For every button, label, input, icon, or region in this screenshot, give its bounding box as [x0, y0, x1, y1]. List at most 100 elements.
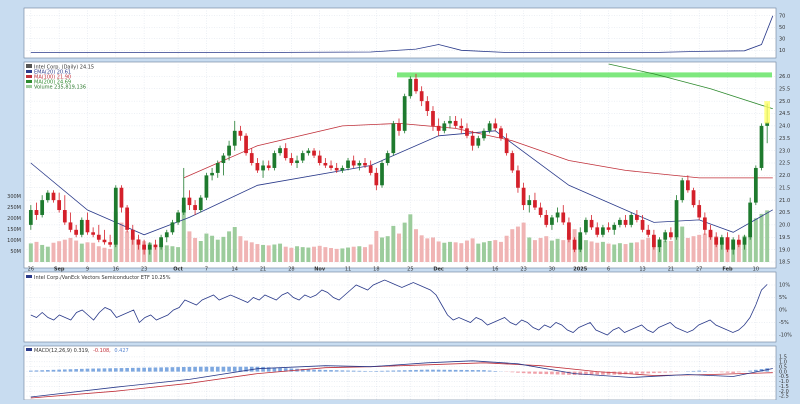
volume-bar: [442, 243, 446, 262]
candle-body: [726, 237, 730, 249]
volume-tick-label: 300M: [7, 194, 21, 200]
candle-body: [284, 148, 288, 158]
volume-bar: [108, 249, 112, 262]
macd-histogram-bar: [669, 372, 673, 373]
macd-histogram-bar: [346, 371, 350, 372]
date-tick-label: 28: [288, 267, 294, 273]
volume-bar: [238, 236, 242, 262]
candle-body: [363, 163, 367, 165]
volume-bar: [295, 246, 299, 262]
volume-bar: [550, 241, 554, 262]
volume-bar: [52, 243, 56, 262]
macd-histogram-bar: [52, 370, 56, 372]
candle-body: [352, 161, 356, 166]
candle-body: [120, 188, 124, 208]
candle-body: [471, 136, 475, 146]
candle-body: [386, 153, 390, 163]
volume-bar: [505, 236, 509, 262]
macd-histogram-bar: [493, 371, 497, 372]
macd-histogram-bar: [329, 370, 333, 372]
volume-bar: [374, 231, 378, 262]
candle-body: [680, 180, 684, 200]
volume-bar: [125, 231, 129, 262]
volume-bar: [119, 223, 123, 262]
candle-body: [731, 240, 735, 250]
macd-histogram-bar: [420, 370, 424, 372]
macd-histogram-bar: [171, 367, 175, 371]
volume-bar: [629, 243, 633, 262]
macd-histogram-bar: [335, 370, 339, 371]
macd-histogram-bar: [188, 367, 192, 372]
volume-bar: [420, 235, 424, 262]
macd-histogram-bar: [482, 370, 486, 371]
volume-bar: [499, 242, 503, 262]
volume-bar: [255, 244, 259, 262]
candle-body: [329, 165, 333, 167]
candle-body: [669, 232, 673, 237]
candle-body: [658, 240, 662, 247]
candle-body: [459, 126, 463, 128]
macd-histogram-bar: [176, 367, 180, 371]
volume-bar: [284, 247, 288, 262]
candle-body: [454, 121, 458, 126]
volume-bar: [471, 238, 475, 262]
macd-histogram-bar: [210, 367, 214, 372]
macd-histogram-bar: [409, 370, 413, 372]
candle-body: [29, 210, 33, 225]
candle-body: [369, 165, 373, 172]
candle-body: [607, 227, 611, 229]
candle-body: [544, 215, 548, 225]
macd-histogram-bar: [29, 371, 33, 372]
candle-body: [335, 168, 339, 170]
candle-body: [397, 123, 401, 130]
volume-bar: [312, 247, 316, 262]
macd-histogram-bar: [74, 369, 78, 372]
macd-histogram-bar: [748, 371, 752, 372]
macd-histogram-bar: [510, 372, 514, 373]
macd-legend-signal: -0.108,: [93, 348, 111, 354]
top-tick-label: 50: [779, 25, 785, 31]
candle-body: [154, 245, 158, 247]
candle-body: [256, 163, 260, 170]
candle-body: [340, 168, 344, 170]
macd-histogram-bar: [443, 370, 447, 372]
volume-bar: [363, 247, 367, 262]
candle-body: [414, 79, 418, 91]
candle-body: [465, 128, 469, 135]
candle-body: [624, 220, 628, 225]
candle-body: [205, 175, 209, 197]
volume-bar: [414, 229, 418, 262]
candle-body: [629, 215, 633, 225]
relative-legend-text: Intel Corp./VanEck Vectors Semiconductor…: [34, 275, 171, 281]
candle-body: [686, 180, 690, 190]
macd-histogram-bar: [448, 370, 452, 372]
volume-bar: [425, 238, 429, 262]
volume-bar: [476, 244, 480, 262]
candle-body: [171, 222, 175, 232]
candle-body: [510, 153, 514, 170]
volume-bar: [74, 241, 78, 262]
macd-histogram-bar: [363, 371, 367, 372]
macd-histogram-bar: [103, 368, 107, 371]
date-tick-label: 27: [696, 267, 702, 273]
volume-bar: [35, 242, 39, 262]
price-tick-label: 18.5: [779, 260, 790, 266]
macd-histogram-bar: [131, 368, 135, 372]
macd-histogram-bar: [40, 370, 44, 371]
date-tick-label: 23: [520, 267, 526, 273]
volume-bar: [335, 249, 339, 262]
rel-tick-label: 10%: [779, 283, 790, 289]
date-tick-label: 10: [753, 267, 759, 273]
volume-bar: [663, 241, 667, 262]
candle-body: [408, 79, 412, 96]
volume-bar: [522, 223, 526, 262]
candle-body: [556, 213, 560, 218]
volume-bar: [102, 248, 106, 262]
date-tick-label: Feb: [722, 267, 733, 273]
rel-tick-label: 0%: [779, 308, 787, 314]
macd-histogram-bar: [703, 371, 707, 372]
macd-histogram-bar: [165, 367, 169, 371]
volume-tick-label: 100M: [7, 238, 21, 244]
candle-body: [301, 153, 305, 160]
macd-histogram-bar: [397, 370, 401, 371]
